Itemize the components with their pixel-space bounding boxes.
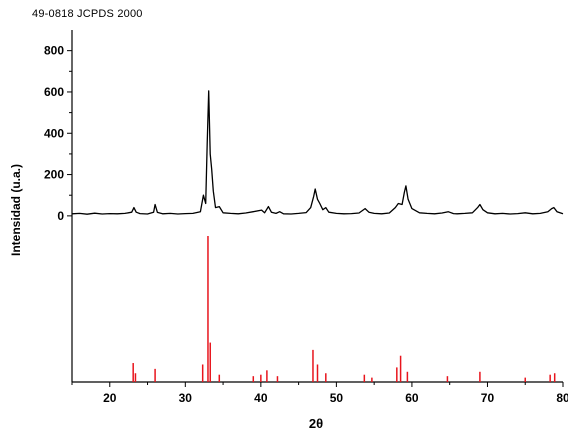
y-axis-label: Intensidad (u.a.): [9, 164, 23, 256]
x-axis-label: 2θ: [309, 416, 323, 431]
y-tick-label: 800: [44, 44, 64, 58]
pattern-card-label: 49-0818 JCPDS 2000: [32, 8, 143, 20]
x-tick-label: 30: [179, 391, 193, 405]
y-tick-label: 200: [44, 168, 64, 182]
axes: [71, 30, 563, 383]
x-tick-label: 70: [481, 391, 495, 405]
y-tick-label: 0: [57, 209, 64, 223]
x-tick-label: 80: [556, 391, 568, 405]
reference-lines: [132, 236, 556, 382]
pattern-line: [71, 90, 564, 215]
y-tick-label: 600: [44, 85, 64, 99]
x-tick-label: 20: [103, 391, 117, 405]
measured-pattern: [71, 90, 564, 215]
x-tick-label: 40: [254, 391, 268, 405]
x-tick-label: 50: [330, 391, 344, 405]
y-tick-label: 400: [44, 126, 64, 140]
x-tick-label: 60: [405, 391, 419, 405]
